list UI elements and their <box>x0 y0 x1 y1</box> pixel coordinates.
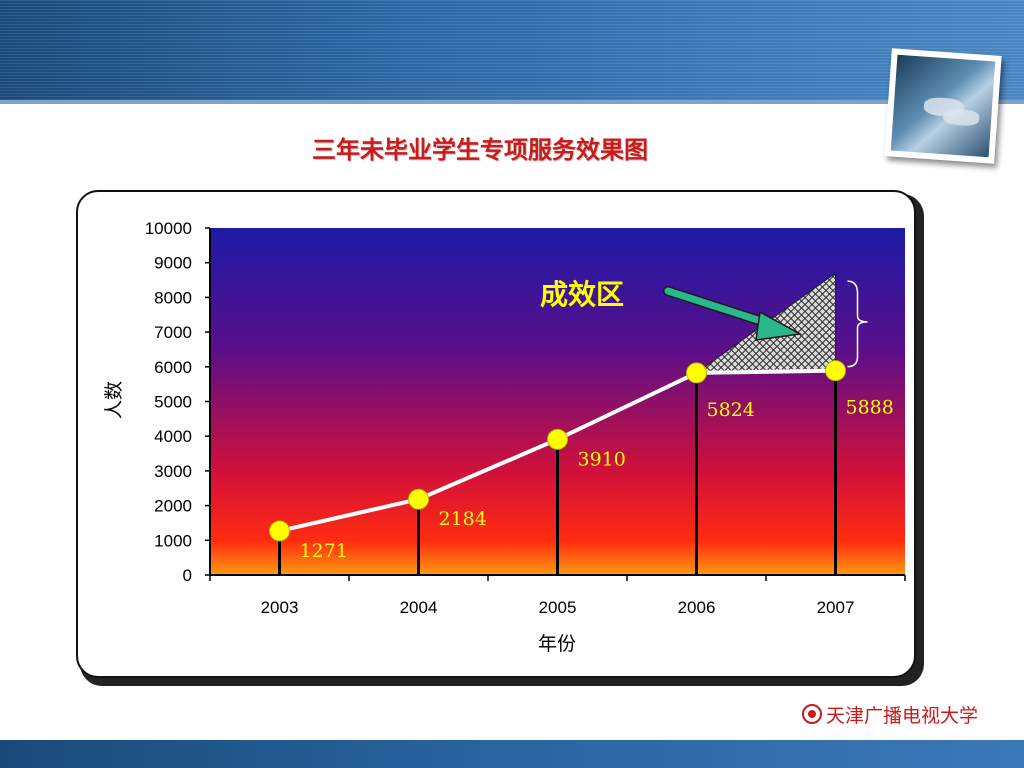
y-tick-label: 4000 <box>154 427 192 446</box>
annotation-arrow <box>663 286 803 341</box>
y-axis-title: 人数 <box>103 381 125 419</box>
y-tick-label: 8000 <box>154 288 192 307</box>
university-name: 天津广播电视大学 <box>826 704 979 727</box>
university-logo: 天津广播电视大学 <box>802 702 979 727</box>
data-point <box>825 360 846 382</box>
data-point <box>408 488 429 510</box>
y-tick-label: 7000 <box>154 323 192 342</box>
y-tick-label: 3000 <box>154 462 192 481</box>
university-emblem-icon <box>802 704 822 724</box>
top-banner <box>0 0 1024 100</box>
data-label: 1271 <box>300 540 348 562</box>
x-tick-label: 2005 <box>539 598 577 617</box>
data-point <box>269 520 290 542</box>
x-tick-label: 2007 <box>817 598 855 617</box>
data-point <box>547 428 568 450</box>
top-stripe <box>0 100 1024 104</box>
x-axis-title: 年份 <box>538 633 576 655</box>
y-tick-label: 5000 <box>154 393 192 412</box>
effect-zone-brace <box>847 280 868 368</box>
y-tick-label: 10000 <box>145 219 192 238</box>
y-tick-label: 9000 <box>154 254 192 273</box>
data-point <box>686 362 707 384</box>
data-label: 5888 <box>846 397 894 419</box>
y-tick-label: 1000 <box>154 531 192 550</box>
data-label: 2184 <box>439 508 487 530</box>
x-tick-label: 2003 <box>261 598 299 617</box>
y-tick-label: 0 <box>183 566 192 585</box>
data-label: 3910 <box>578 448 626 470</box>
y-tick-label: 6000 <box>154 358 192 377</box>
page-title: 三年未毕业学生专项服务效果图 <box>312 136 648 164</box>
x-tick-label: 2004 <box>400 598 438 617</box>
bottom-banner <box>0 740 1024 768</box>
x-tick-label: 2006 <box>678 598 716 617</box>
y-tick-label: 2000 <box>154 497 192 516</box>
annotation-label: 成效区 <box>540 278 624 311</box>
data-label: 5824 <box>707 399 755 421</box>
